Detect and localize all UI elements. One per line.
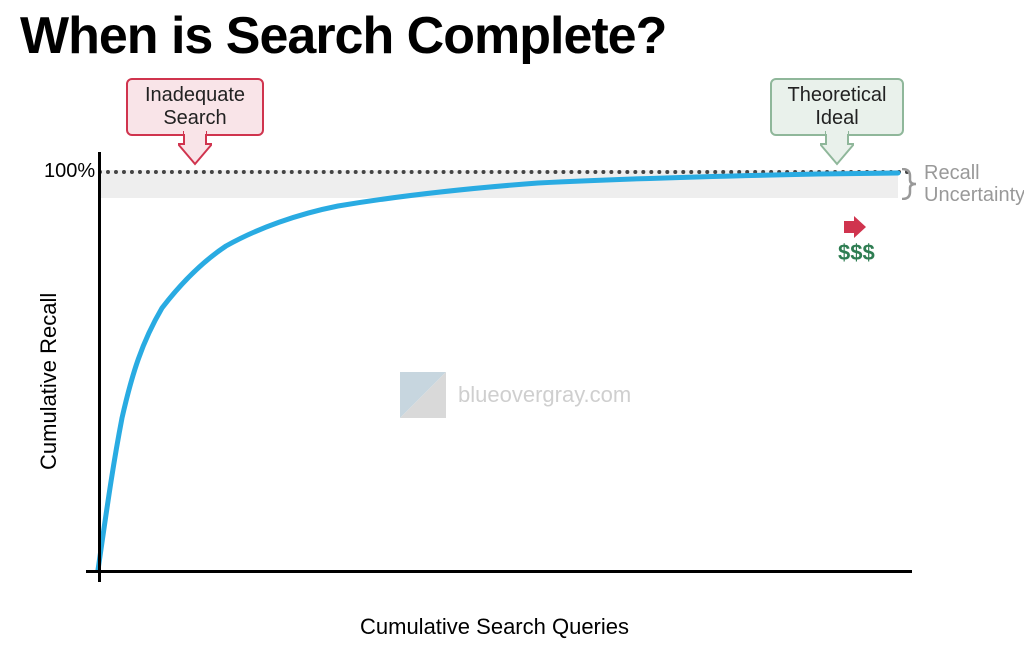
cost-label: $$$: [838, 240, 875, 266]
callout-line: Inadequate: [128, 84, 262, 107]
callout-line: Ideal: [772, 107, 902, 130]
uncertainty-label: Recall Uncertainty: [924, 162, 1024, 206]
y-tick-100: 100%: [44, 160, 95, 183]
watermark: blueovergray.com: [400, 372, 631, 418]
callout-inadequate-search: Inadequate Search: [126, 78, 264, 136]
callout-arrow-theoretical: [820, 130, 854, 166]
uncertainty-line: Uncertainty: [924, 184, 1024, 206]
callout-theoretical-ideal: Theoretical Ideal: [770, 78, 904, 136]
uncertainty-bracket-icon: [902, 168, 922, 200]
cost-arrow-icon: [844, 216, 868, 238]
x-axis: [86, 570, 912, 573]
callout-arrow-inadequate: [178, 130, 212, 166]
callout-line: Theoretical: [772, 84, 902, 107]
page-title: When is Search Complete?: [20, 6, 666, 66]
y-axis: [98, 152, 101, 582]
uncertainty-line: Recall: [924, 162, 1024, 184]
y-axis-label: Cumulative Recall: [36, 293, 62, 470]
recall-curve: [98, 170, 898, 570]
callout-line: Search: [128, 107, 262, 130]
watermark-text: blueovergray.com: [458, 382, 631, 408]
x-axis-label: Cumulative Search Queries: [360, 614, 629, 640]
watermark-logo-icon: [400, 372, 446, 418]
